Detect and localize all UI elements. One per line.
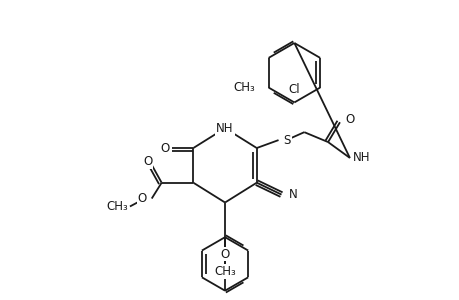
Text: S: S bbox=[283, 134, 290, 147]
Text: N: N bbox=[288, 188, 297, 201]
Text: CH₃: CH₃ bbox=[214, 266, 235, 278]
Text: O: O bbox=[143, 155, 152, 168]
Text: NH: NH bbox=[352, 152, 369, 164]
Text: CH₃: CH₃ bbox=[233, 81, 254, 94]
Text: O: O bbox=[344, 113, 353, 126]
Text: O: O bbox=[220, 248, 229, 260]
Text: O: O bbox=[160, 142, 169, 154]
Text: O: O bbox=[137, 192, 146, 205]
Text: NH: NH bbox=[216, 122, 233, 135]
Text: Cl: Cl bbox=[288, 83, 300, 96]
Text: CH₃: CH₃ bbox=[106, 200, 128, 213]
